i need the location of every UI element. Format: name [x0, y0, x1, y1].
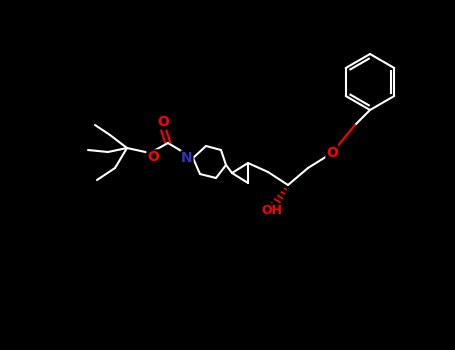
Text: N: N: [181, 151, 193, 165]
Text: OH: OH: [262, 203, 283, 217]
Text: O: O: [157, 115, 169, 129]
Text: O: O: [326, 146, 338, 160]
Text: O: O: [147, 150, 159, 164]
